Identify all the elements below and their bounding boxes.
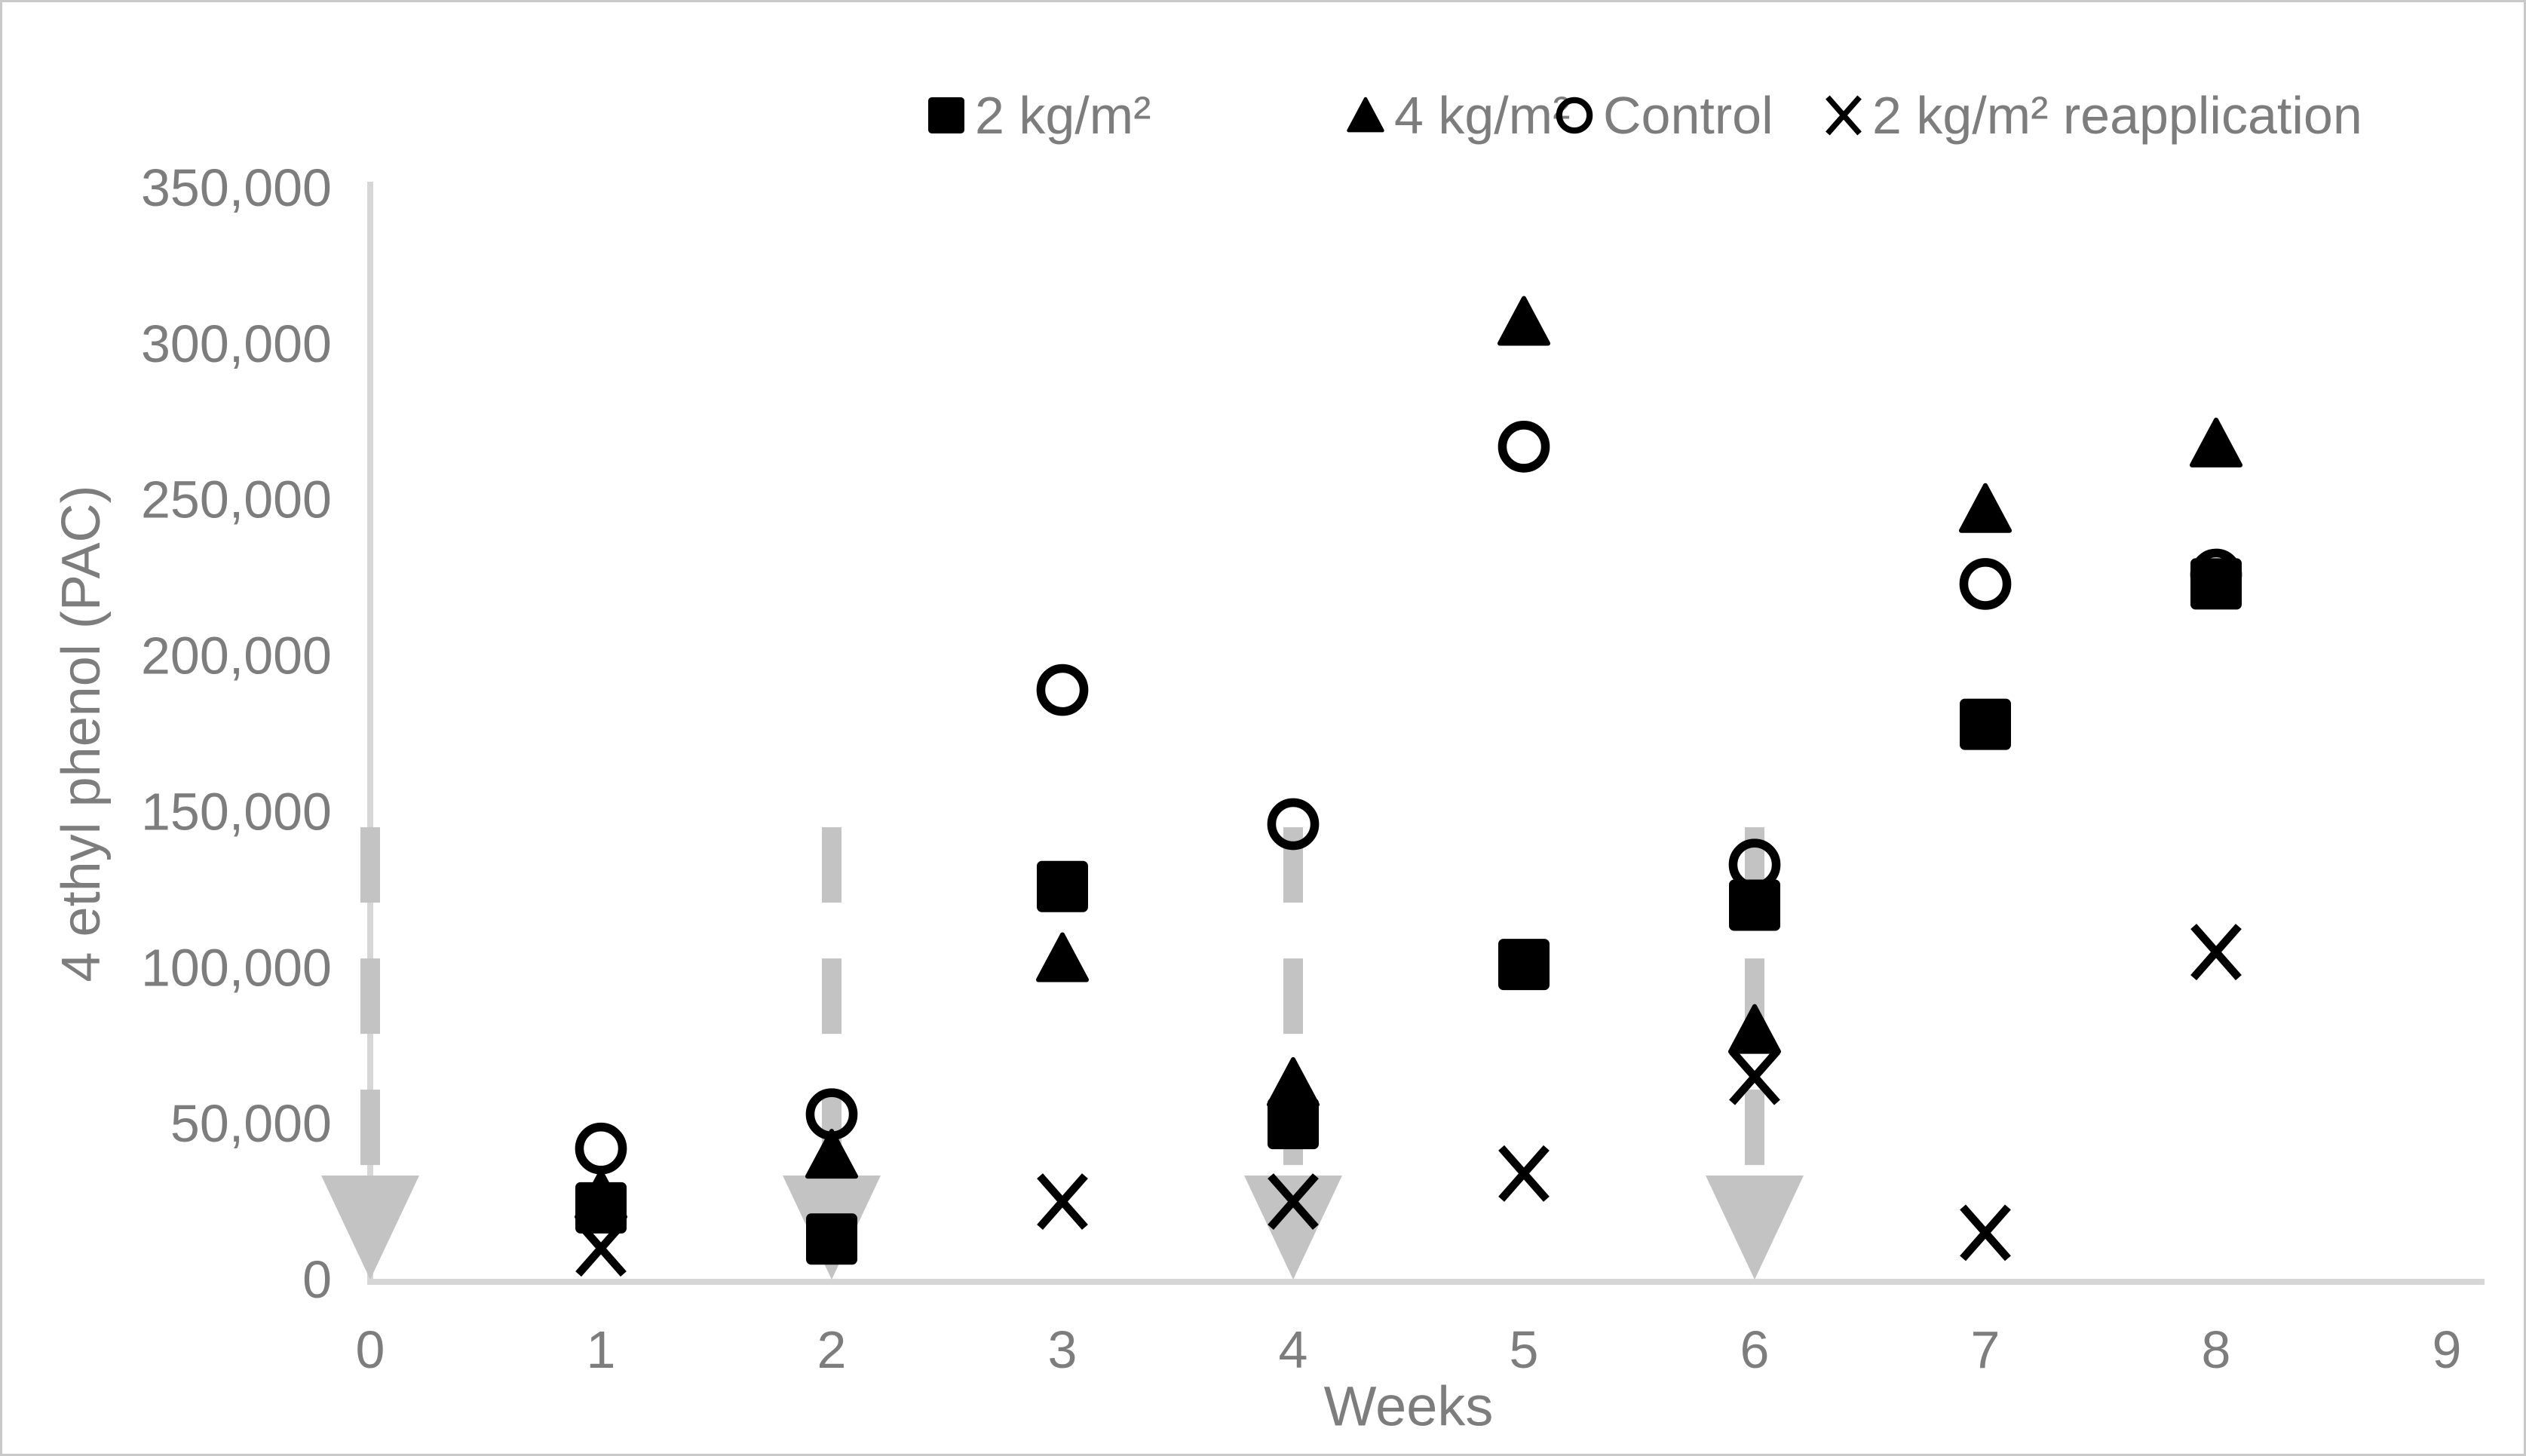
arrow-head-icon (321, 1176, 419, 1280)
series-open-circle (575, 421, 2242, 1175)
open-circle-icon (1556, 97, 1593, 134)
data-point-open-circle-week-1 (575, 1122, 627, 1175)
filled-triangle-icon (1497, 296, 1551, 346)
data-point-x-cross-week-4 (1268, 1173, 1319, 1231)
data-point-filled-square-week-8 (2190, 558, 2242, 610)
x-cross-icon (2190, 924, 2242, 981)
data-point-x-cross-week-6 (1729, 1048, 1780, 1105)
x-tick-label-2: 2 (817, 1320, 847, 1379)
data-point-x-cross-week-5 (1498, 1145, 1550, 1202)
legend-label: 2 kg/m² reapplication (1872, 86, 2362, 145)
legend-item-2: 4 kg/m² (1347, 86, 1570, 145)
open-circle-icon (575, 1122, 627, 1175)
y-tick-label-200000: 200,000 (141, 627, 332, 685)
x-cross-icon (1960, 1204, 2011, 1261)
y-axis-title: 4 ethyl phenol (PAC) (51, 485, 112, 982)
data-point-filled-triangle-week-7 (1958, 483, 2013, 533)
filled-square-icon (1268, 1098, 1319, 1150)
arrow-head-icon (1706, 1176, 1804, 1280)
data-point-filled-triangle-week-2 (805, 1129, 859, 1179)
x-cross-icon (1037, 1173, 1088, 1231)
open-circle-icon (1959, 558, 2012, 610)
y-tick-label-250000: 250,000 (141, 471, 332, 529)
legend-label: 4 kg/m² (1394, 86, 1570, 145)
filled-triangle-icon (1958, 483, 2013, 533)
open-circle-icon (1267, 798, 1320, 851)
application-arrow-week-2 (783, 827, 881, 1280)
data-point-filled-square-week-2 (806, 1213, 857, 1265)
x-axis-title: Weeks (1324, 1375, 1494, 1438)
filled-triangle-icon (805, 1129, 859, 1179)
filled-square-icon (1037, 860, 1088, 912)
data-point-filled-triangle-week-8 (2189, 417, 2243, 467)
x-tick-label-5: 5 (1510, 1320, 1539, 1379)
filled-triangle-icon (1727, 1004, 1782, 1054)
series-x-cross (575, 924, 2242, 1277)
legend-item-4: 2 kg/m² reapplication (1826, 86, 2362, 145)
open-circle-icon (1036, 664, 1089, 716)
filled-triangle-icon (1035, 932, 1090, 982)
filled-square-icon (1729, 879, 1780, 931)
y-tick-label-0: 0 (302, 1250, 332, 1309)
legend-item-1: 2 kg/m² (928, 86, 1151, 145)
series-filled-square (575, 558, 2242, 1265)
x-cross-icon (1268, 1173, 1319, 1231)
application-arrow-week-0 (321, 827, 419, 1280)
arrow-head-icon (1244, 1176, 1342, 1280)
y-tick-label-300000: 300,000 (141, 314, 332, 373)
x-cross-icon (1498, 1145, 1550, 1202)
legend-item-3: Control (1556, 86, 1773, 145)
filled-square-icon (1960, 698, 2011, 750)
filled-triangle-icon (1347, 97, 1384, 133)
x-cross-icon (1826, 95, 1862, 136)
filled-square-icon (2190, 558, 2242, 610)
x-tick-label-9: 9 (2433, 1320, 2462, 1379)
y-tick-label-350000: 350,000 (141, 158, 332, 217)
y-tick-label-100000: 100,000 (141, 938, 332, 997)
filled-square-icon (928, 97, 964, 133)
data-point-open-circle-week-7 (1959, 558, 2012, 610)
series-filled-triangle (574, 296, 2243, 1219)
x-tick-label-3: 3 (1048, 1320, 1078, 1379)
data-point-filled-square-week-5 (1498, 939, 1550, 991)
x-tick-label-1: 1 (587, 1320, 616, 1379)
x-cross-icon (575, 1220, 627, 1277)
x-tick-label-8: 8 (2202, 1320, 2231, 1379)
y-tick-label-50000: 50,000 (170, 1094, 332, 1153)
data-point-filled-square-week-1 (575, 1182, 627, 1234)
x-cross-icon (1729, 1048, 1780, 1105)
data-point-open-circle-week-4 (1267, 798, 1320, 851)
data-point-filled-square-week-7 (1960, 698, 2011, 750)
data-point-x-cross-week-3 (1037, 1173, 1088, 1231)
data-point-x-cross-week-7 (1960, 1204, 2011, 1261)
filled-triangle-icon (2189, 417, 2243, 467)
x-tick-label-7: 7 (1971, 1320, 2000, 1379)
data-point-x-cross-week-8 (2190, 924, 2242, 981)
data-point-filled-triangle-week-3 (1035, 932, 1090, 982)
filled-triangle-icon (1266, 1057, 1320, 1107)
legend: 2 kg/m² 4 kg/m² Control 2 kg/m² reapplicati… (928, 86, 2362, 145)
application-arrow-week-4 (1244, 827, 1342, 1280)
data-point-open-circle-week-5 (1498, 421, 1550, 473)
data-point-x-cross-week-1 (575, 1220, 627, 1277)
legend-label: Control (1603, 86, 1773, 145)
data-point-filled-square-week-4 (1268, 1098, 1319, 1150)
filled-square-icon (1498, 939, 1550, 991)
legend-label: 2 kg/m² (975, 86, 1151, 145)
x-tick-label-6: 6 (1740, 1320, 1770, 1379)
open-circle-icon (1498, 421, 1550, 473)
data-point-filled-square-week-6 (1729, 879, 1780, 931)
x-tick-label-4: 4 (1279, 1320, 1308, 1379)
data-point-filled-triangle-week-6 (1727, 1004, 1782, 1054)
data-point-filled-square-week-3 (1037, 860, 1088, 912)
data-point-filled-triangle-week-5 (1497, 296, 1551, 346)
filled-square-icon (806, 1213, 857, 1265)
data-point-filled-triangle-week-4 (1266, 1057, 1320, 1107)
y-tick-label-150000: 150,000 (141, 782, 332, 841)
x-tick-label-0: 0 (356, 1320, 385, 1379)
data-point-open-circle-week-3 (1036, 664, 1089, 716)
filled-square-icon (575, 1182, 627, 1234)
